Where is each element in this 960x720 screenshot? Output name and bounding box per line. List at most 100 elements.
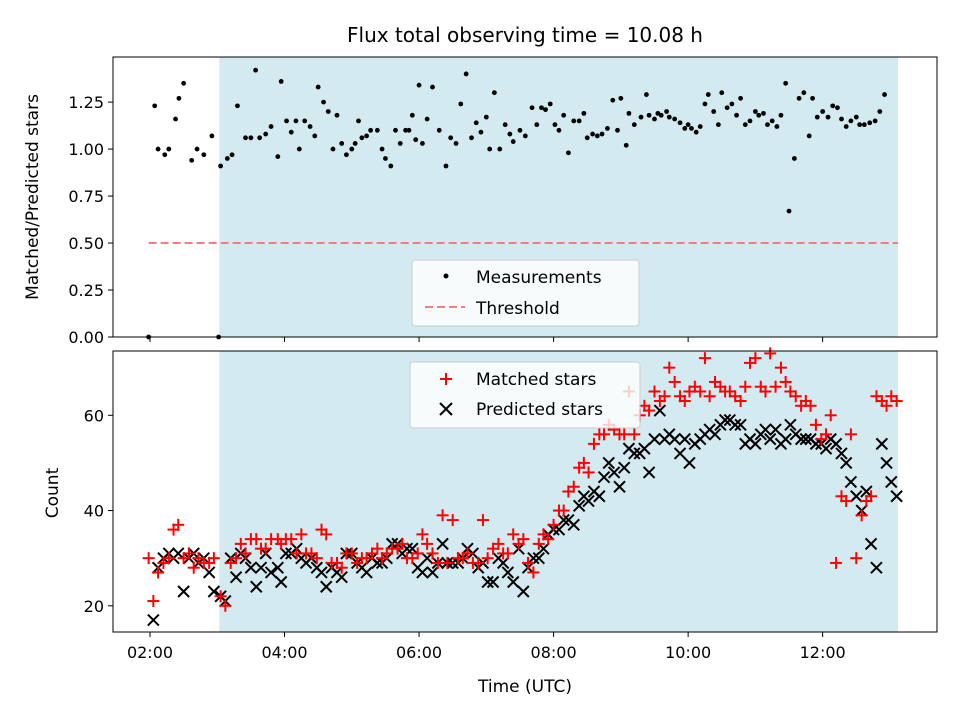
predicted-star-point xyxy=(642,466,656,479)
measurement-point xyxy=(517,127,523,133)
measurement-point xyxy=(296,146,302,152)
measurement-point xyxy=(383,156,388,161)
measurement-point xyxy=(235,103,240,109)
measurement-point xyxy=(152,103,158,109)
measurement-point xyxy=(547,101,553,107)
matched-star-point xyxy=(703,390,716,403)
matched-star-point xyxy=(749,352,762,365)
predicted-star-point xyxy=(527,551,540,565)
ratio-y-ticks: 0.00 0.25 0.50 0.75 1.00 1.25 xyxy=(68,93,113,347)
predicted-star-point xyxy=(628,447,641,460)
measurement-point xyxy=(243,135,248,141)
measurement-point xyxy=(379,146,385,152)
measurement-point xyxy=(774,124,780,129)
ratio-y-label: Matched/Predicted stars xyxy=(23,94,43,300)
predicted-star-point xyxy=(864,537,878,551)
matched-star-point xyxy=(472,556,485,569)
matched-star-point xyxy=(739,380,752,393)
measurement-point xyxy=(605,126,610,131)
measurement-point xyxy=(543,107,548,113)
measurement-point xyxy=(715,122,721,128)
predicted-star-point xyxy=(274,575,288,589)
measurement-point xyxy=(769,118,775,124)
measurement-point xyxy=(487,146,493,152)
matched-star-point xyxy=(824,409,837,422)
matched-star-point xyxy=(759,385,772,398)
predicted-star-point xyxy=(315,566,328,579)
measurement-point xyxy=(677,120,683,126)
measurement-point xyxy=(522,133,528,139)
measurement-point xyxy=(791,156,797,161)
measurement-point xyxy=(571,118,577,124)
measurement-point xyxy=(867,120,873,126)
measurement-point xyxy=(848,118,854,124)
predicted-star-point xyxy=(532,551,545,565)
predicted-star-point xyxy=(648,432,661,446)
matched-star-point xyxy=(855,509,868,522)
ratio-panel: 0.00 0.25 0.50 0.75 1.00 1.25 Matched/Predict… xyxy=(23,56,938,347)
measurement-point xyxy=(801,90,807,96)
matched-star-point xyxy=(259,542,272,555)
measurement-point xyxy=(652,116,657,122)
measurement-point xyxy=(224,156,230,161)
measurement-point xyxy=(483,114,489,120)
predicted-star-point xyxy=(875,437,889,451)
matched-star-point xyxy=(820,428,833,441)
predicted-star-point xyxy=(244,561,258,574)
measurement-point xyxy=(491,90,497,96)
matched-star-point xyxy=(694,385,707,398)
matched-star-point xyxy=(507,528,520,541)
matched-star-point xyxy=(411,547,424,560)
matched-star-point xyxy=(598,428,611,441)
matched-star-point xyxy=(285,533,298,546)
matched-star-point xyxy=(789,390,802,403)
predicted-star-point xyxy=(481,575,494,589)
measurement-point xyxy=(820,109,826,114)
measurement-point xyxy=(409,112,415,118)
measurement-point xyxy=(268,124,274,129)
predicted-star-point xyxy=(557,513,570,527)
predicted-star-point xyxy=(400,542,414,555)
measurement-point xyxy=(194,146,200,152)
matched-star-point xyxy=(850,552,863,565)
matched-star-point xyxy=(147,595,160,608)
measurement-point xyxy=(397,141,403,146)
predicted-star-point xyxy=(870,561,883,574)
measurement-point xyxy=(729,101,735,107)
count-panel: 20 40 60 02:00 04:00 06:00 08:00 10:00 12:00 Co… xyxy=(43,347,938,697)
measurement-point xyxy=(284,118,289,124)
matched-star-point xyxy=(547,518,560,531)
measurement-point xyxy=(443,163,449,169)
measurement-point xyxy=(882,92,887,97)
measurement-point xyxy=(857,122,863,128)
x-tick-label: 12:00 xyxy=(800,643,846,662)
measurement-point xyxy=(359,135,365,141)
x-tick-label: 02:00 xyxy=(127,643,173,662)
measurement-point xyxy=(201,152,207,158)
predicted-star-point xyxy=(172,547,185,560)
matched-star-point xyxy=(779,375,792,388)
matched-star-point xyxy=(774,361,787,374)
ratio-y-tick-label: 0.75 xyxy=(68,187,104,206)
measurement-point xyxy=(786,208,792,214)
matched-star-point xyxy=(345,547,358,560)
measurement-point xyxy=(610,97,616,103)
predicted-star-point xyxy=(177,585,190,598)
measurement-point xyxy=(626,110,632,116)
measurement-point xyxy=(293,118,299,124)
ratio-y-tick-label: 0.50 xyxy=(68,234,104,253)
measurement-point xyxy=(321,99,326,105)
count-legend: Matched stars Predicted stars xyxy=(409,361,641,429)
matched-star-point xyxy=(663,361,676,374)
predicted-star-point xyxy=(593,490,606,503)
measurement-point xyxy=(344,152,349,158)
measurement-point xyxy=(248,135,254,141)
predicted-star-point xyxy=(749,437,762,451)
measurement-point xyxy=(334,112,340,118)
predicted-star-point xyxy=(673,447,687,460)
predicted-star-point xyxy=(552,523,566,536)
measurement-point xyxy=(877,109,883,114)
predicted-star-point xyxy=(829,437,843,451)
predicted-star-point xyxy=(207,585,221,598)
